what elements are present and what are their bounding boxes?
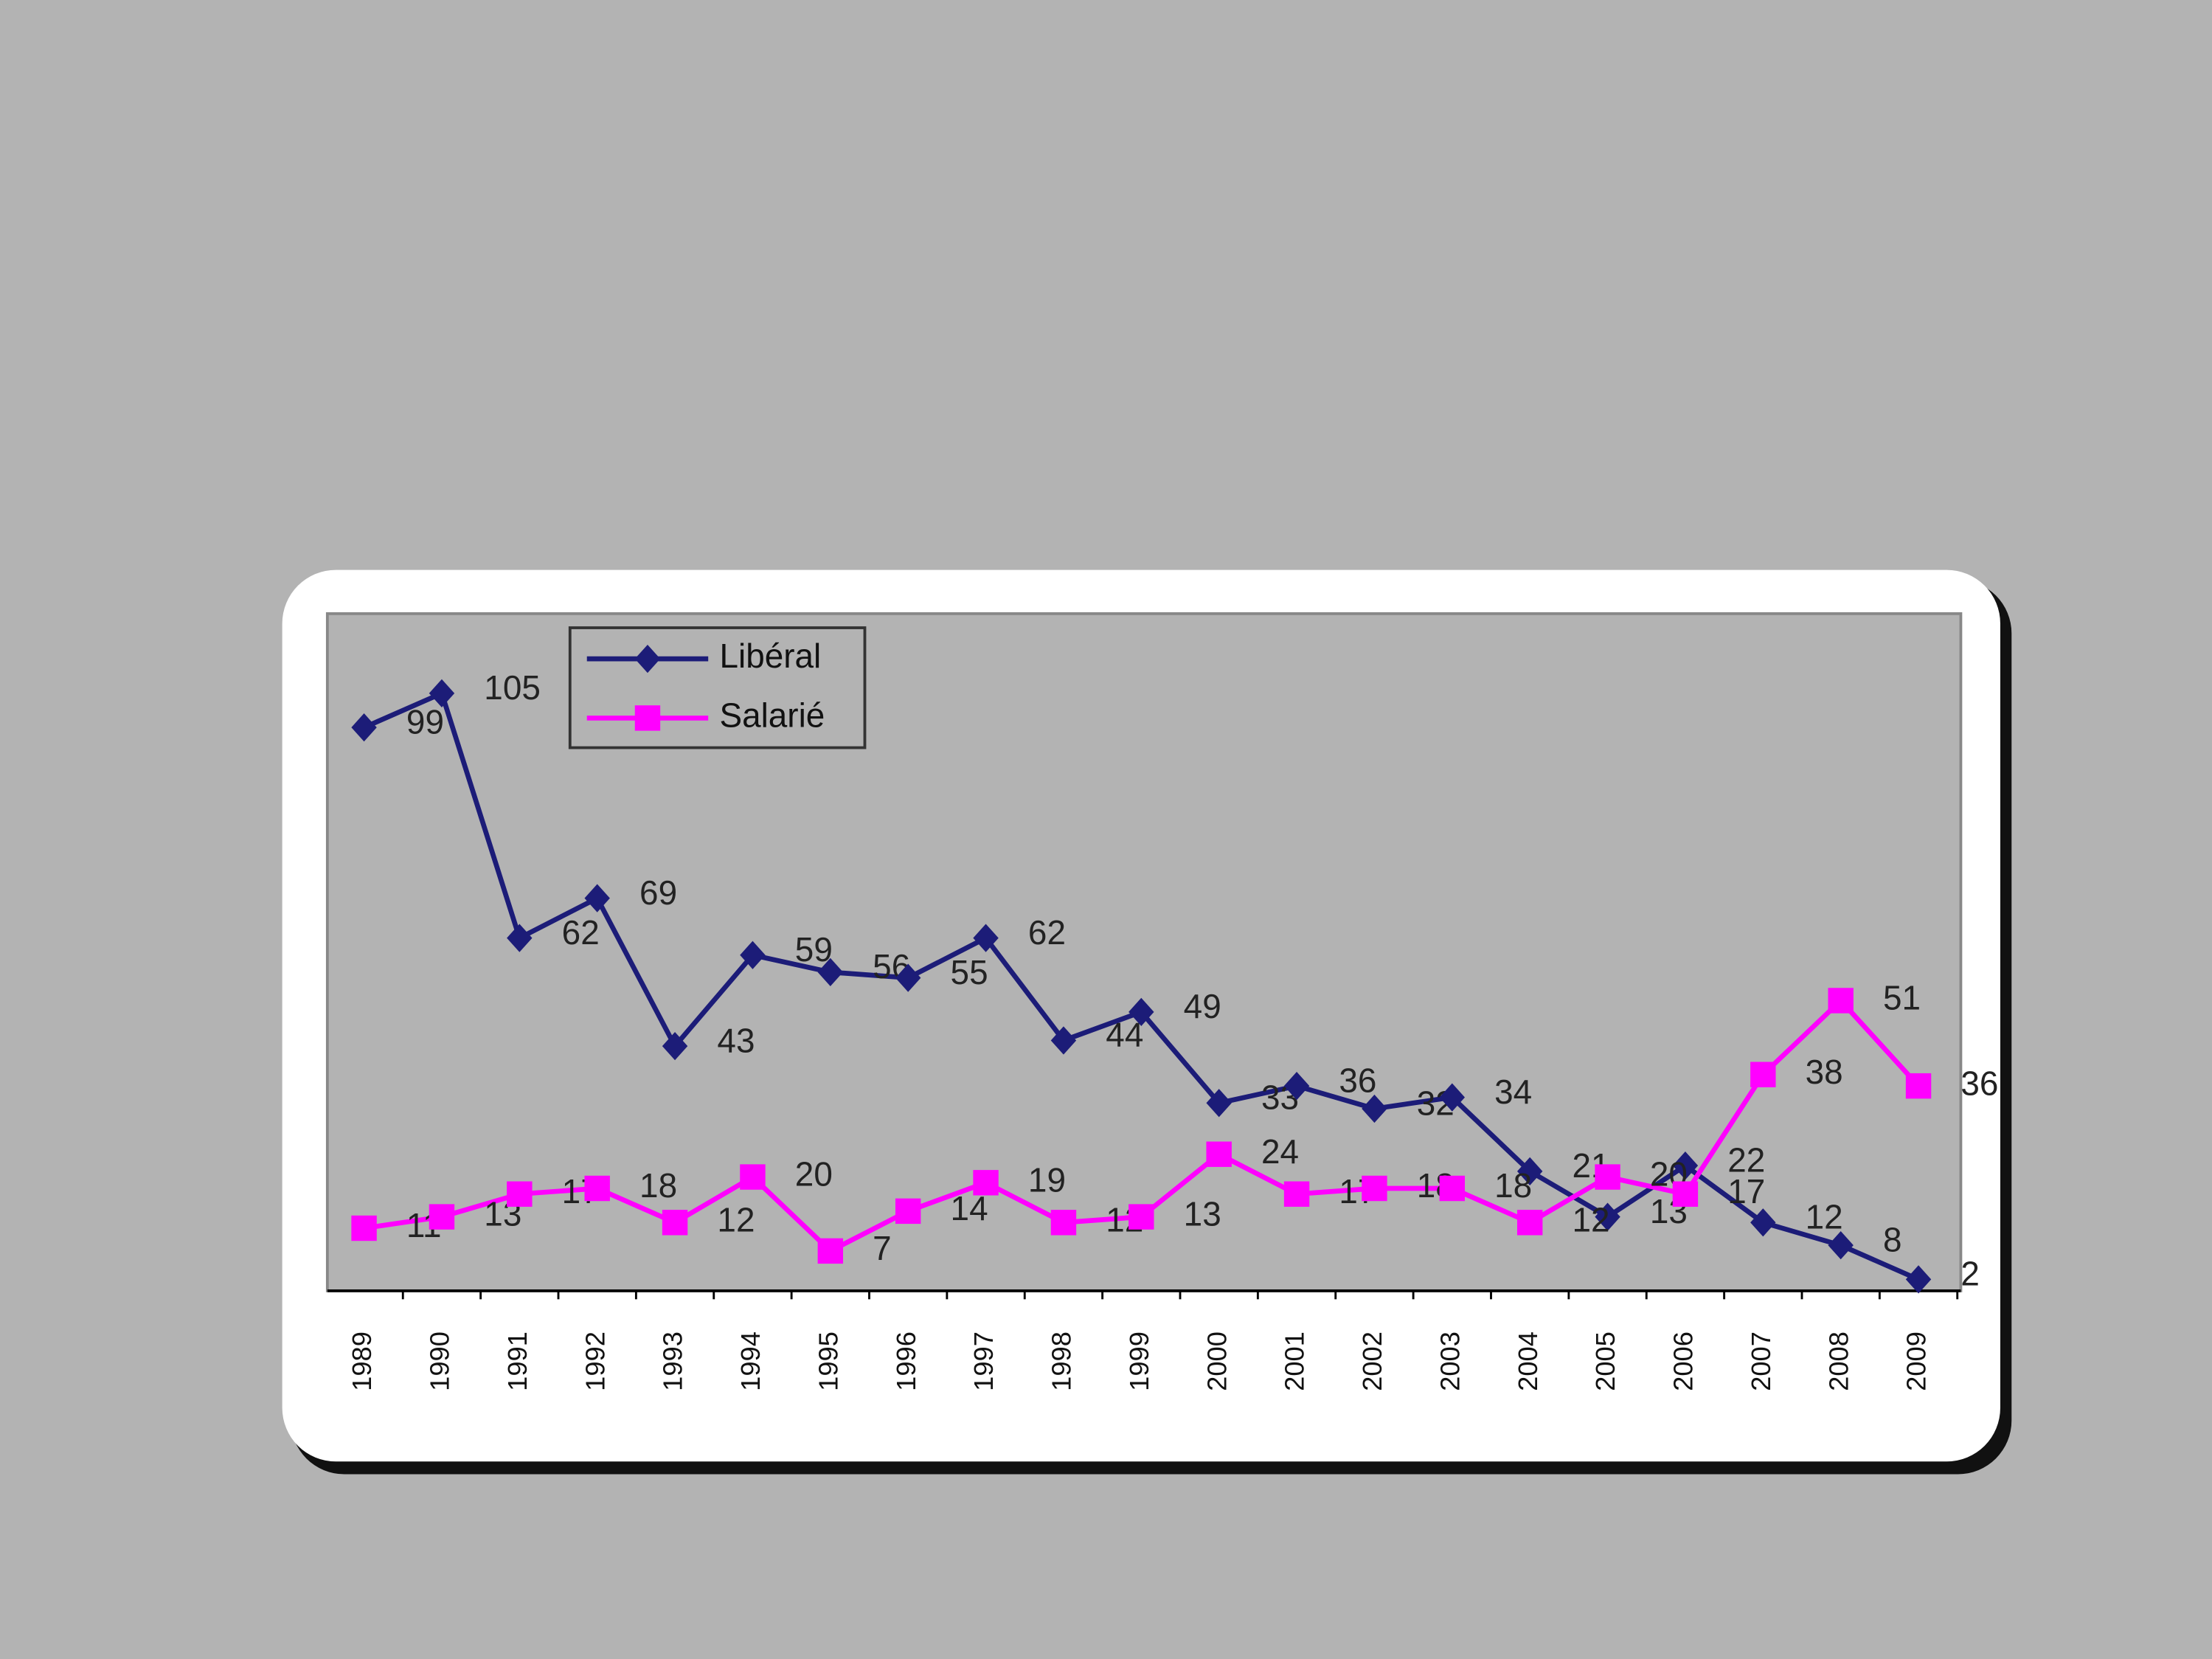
data-label: 14: [951, 1189, 988, 1227]
legend-label: Libéral: [719, 637, 821, 675]
legend-label: Salarié: [719, 696, 825, 735]
x-tick-label: 2000: [1202, 1331, 1232, 1391]
marker: [351, 713, 377, 742]
x-tick-label: 1994: [735, 1331, 766, 1391]
marker: [1516, 1210, 1543, 1236]
x-tick-label: 1996: [891, 1331, 921, 1391]
marker: [817, 1238, 844, 1264]
x-tick-label: 2007: [1746, 1331, 1776, 1391]
marker: [1828, 1231, 1854, 1260]
marker: [351, 1215, 377, 1241]
marker: [1206, 1141, 1232, 1167]
data-label: 12: [1573, 1200, 1610, 1239]
legend-box: [568, 626, 867, 749]
data-label: 38: [1806, 1053, 1843, 1091]
marker: [662, 1210, 688, 1236]
marker: [1283, 1072, 1310, 1101]
marker: [973, 1170, 999, 1196]
marker: [1362, 1175, 1387, 1202]
legend: Libéral Salarié: [568, 626, 867, 749]
x-tick-label: 1997: [968, 1331, 999, 1391]
x-tick-label: 2008: [1823, 1331, 1854, 1391]
data-label: 17: [1727, 1172, 1765, 1211]
marker: [740, 941, 766, 969]
marker: [1672, 1181, 1699, 1207]
data-label: 43: [717, 1021, 755, 1059]
data-label: 34: [1494, 1073, 1532, 1111]
data-label: 18: [639, 1166, 677, 1205]
x-tick-label: 2005: [1590, 1331, 1620, 1391]
marker: [1905, 1265, 1932, 1294]
marker: [1283, 1181, 1310, 1207]
x-tick-label: 1993: [658, 1331, 688, 1391]
marker: [1206, 1089, 1232, 1118]
marker: [973, 924, 999, 952]
data-label: 20: [795, 1155, 833, 1194]
data-label: 2: [1960, 1255, 1980, 1293]
data-label: 69: [639, 873, 677, 912]
marker: [584, 1175, 610, 1202]
marker: [1905, 1073, 1932, 1099]
x-tick-label: 2001: [1280, 1331, 1310, 1391]
data-label: 59: [795, 930, 833, 969]
data-label: 7: [873, 1229, 892, 1267]
x-tick-label: 2006: [1668, 1331, 1699, 1391]
data-label: 19: [1028, 1160, 1066, 1199]
data-label: 36: [1960, 1064, 1998, 1102]
data-label: 12: [717, 1200, 755, 1239]
x-tick-label: 1990: [425, 1331, 455, 1391]
marker: [1750, 1208, 1776, 1237]
marker: [1595, 1164, 1620, 1190]
data-label: 62: [562, 913, 600, 952]
data-label: 8: [1883, 1220, 1902, 1258]
data-label: 12: [1806, 1198, 1843, 1236]
x-tick-label: 2004: [1513, 1331, 1543, 1391]
marker: [740, 1164, 766, 1190]
data-label: 62: [1028, 913, 1066, 952]
data-label: 36: [1339, 1061, 1376, 1099]
data-label: 49: [1184, 987, 1221, 1025]
marker: [1128, 1204, 1154, 1230]
data-label: 22: [1727, 1140, 1765, 1179]
data-label: 51: [1883, 979, 1921, 1017]
x-tick-label: 1992: [580, 1331, 610, 1391]
marker: [507, 1181, 533, 1207]
data-label: 18: [1494, 1166, 1532, 1205]
marker: [1439, 1175, 1466, 1202]
marker: [1828, 988, 1854, 1014]
marker: [507, 924, 533, 952]
data-label: 99: [406, 702, 444, 741]
data-label: 13: [1184, 1195, 1221, 1233]
marker: [895, 1198, 921, 1225]
x-tick-label: 1999: [1124, 1331, 1154, 1391]
x-tick-label: 2003: [1435, 1331, 1465, 1391]
data-label: 44: [1106, 1016, 1143, 1054]
data-label: 55: [951, 953, 988, 991]
data-label: 24: [1261, 1132, 1299, 1171]
marker: [1050, 1210, 1077, 1236]
data-label: 105: [484, 668, 541, 707]
marker: [634, 705, 661, 731]
marker: [1750, 1061, 1776, 1087]
x-tick-label: 1989: [347, 1331, 377, 1391]
x-tick-label: 1995: [813, 1331, 843, 1391]
x-tick-label: 1998: [1047, 1331, 1077, 1391]
x-tick-label: 2002: [1357, 1331, 1387, 1391]
x-tick-label: 2009: [1901, 1331, 1932, 1391]
marker: [584, 884, 610, 912]
x-tick-label: 1991: [502, 1331, 533, 1391]
marker: [429, 1204, 455, 1230]
